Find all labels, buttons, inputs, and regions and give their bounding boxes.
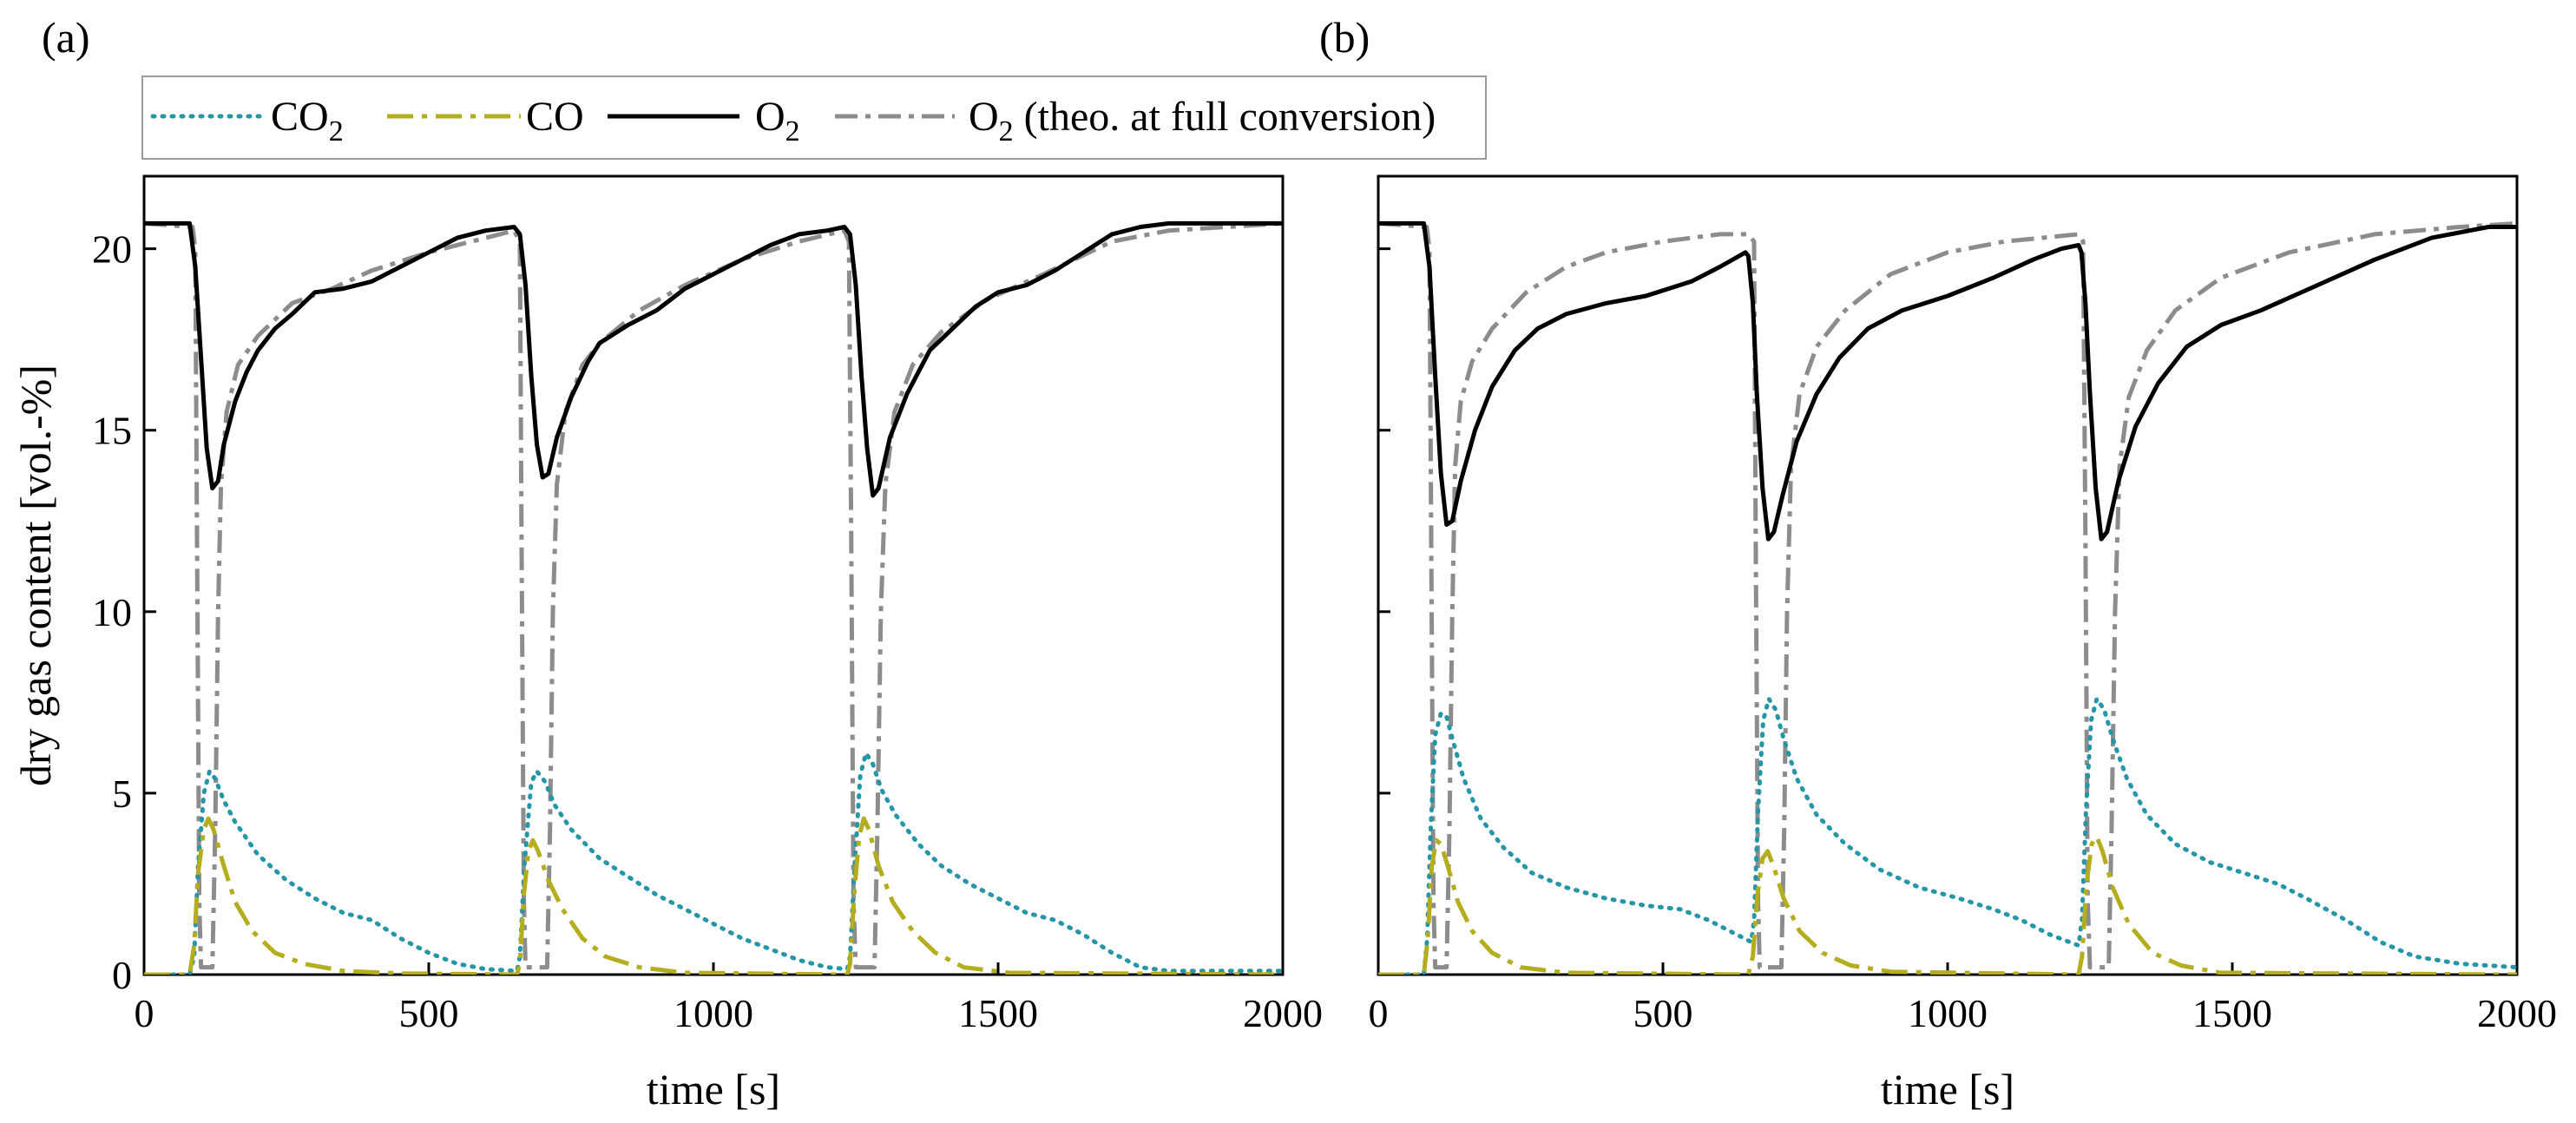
legend-entry-co2: CO2: [271, 94, 344, 148]
x-tick-label-a-0: 0: [135, 991, 154, 1035]
x-tick-label-a-1000: 1000: [674, 991, 753, 1035]
legend: CO2 CO O2 O2 (theo. at full conversion): [141, 76, 1487, 160]
y-tick-label-10: 10: [92, 590, 132, 634]
legend-entry-o2-theo: O2 (theo. at full conversion): [969, 94, 1436, 148]
panel-label-a: (a): [42, 13, 90, 62]
x-tick-label-a-2000: 2000: [1243, 991, 1323, 1035]
legend-box: [141, 76, 1487, 160]
series-a: [144, 220, 1283, 975]
y-tick-label-20: 20: [92, 227, 132, 272]
x-tick-label-a-500: 500: [399, 991, 459, 1035]
legend-entry-o2: O2: [755, 94, 800, 148]
ticks-b: 0 500 1000 1500 2000: [1369, 247, 2557, 1035]
series-line-a-o2-theo-at-full-conversion: [144, 220, 1283, 970]
series-line-b-o2: [1378, 220, 2517, 542]
series-line-a-o2: [144, 220, 1283, 498]
y-tick-label-15: 15: [92, 409, 132, 453]
y-axis-title: dry gas content [vol.-%]: [11, 364, 60, 786]
panel-label-b: (b): [1319, 13, 1370, 62]
x-tick-label-b-2000: 2000: [2477, 991, 2557, 1035]
x-tick-label-b-0: 0: [1369, 991, 1389, 1035]
x-axis-title-b: time [s]: [1881, 1065, 2014, 1113]
series-line-a-co2: [144, 751, 1283, 975]
x-tick-label-a-1500: 1500: [958, 991, 1038, 1035]
x-tick-label-b-1500: 1500: [2192, 991, 2272, 1035]
plot-panel-b: 0 500 1000 1500 2000 time [s]: [1369, 174, 2557, 1113]
x-tick-label-b-1000: 1000: [1908, 991, 1988, 1035]
x-tick-label-b-500: 500: [1633, 991, 1693, 1035]
series-line-b-o2-theo-at-full-conversion: [1378, 220, 2517, 970]
x-axis-title-a: time [s]: [647, 1065, 780, 1113]
legend-entry-co: CO: [526, 94, 584, 140]
series-line-b-co2: [1378, 696, 2517, 975]
ticks-a: 0 500 1000 1500 2000 0 5 10 15 20: [92, 227, 1323, 1035]
plot-panel-a: 0 500 1000 1500 2000 0 5 10 15 20 dry gas content…: [11, 174, 1323, 1113]
y-tick-label-0: 0: [112, 953, 132, 997]
series-line-a-co: [144, 816, 1283, 975]
series-line-b-co: [1378, 834, 2517, 975]
y-tick-label-5: 5: [112, 772, 132, 816]
series-b: [1378, 220, 2517, 975]
